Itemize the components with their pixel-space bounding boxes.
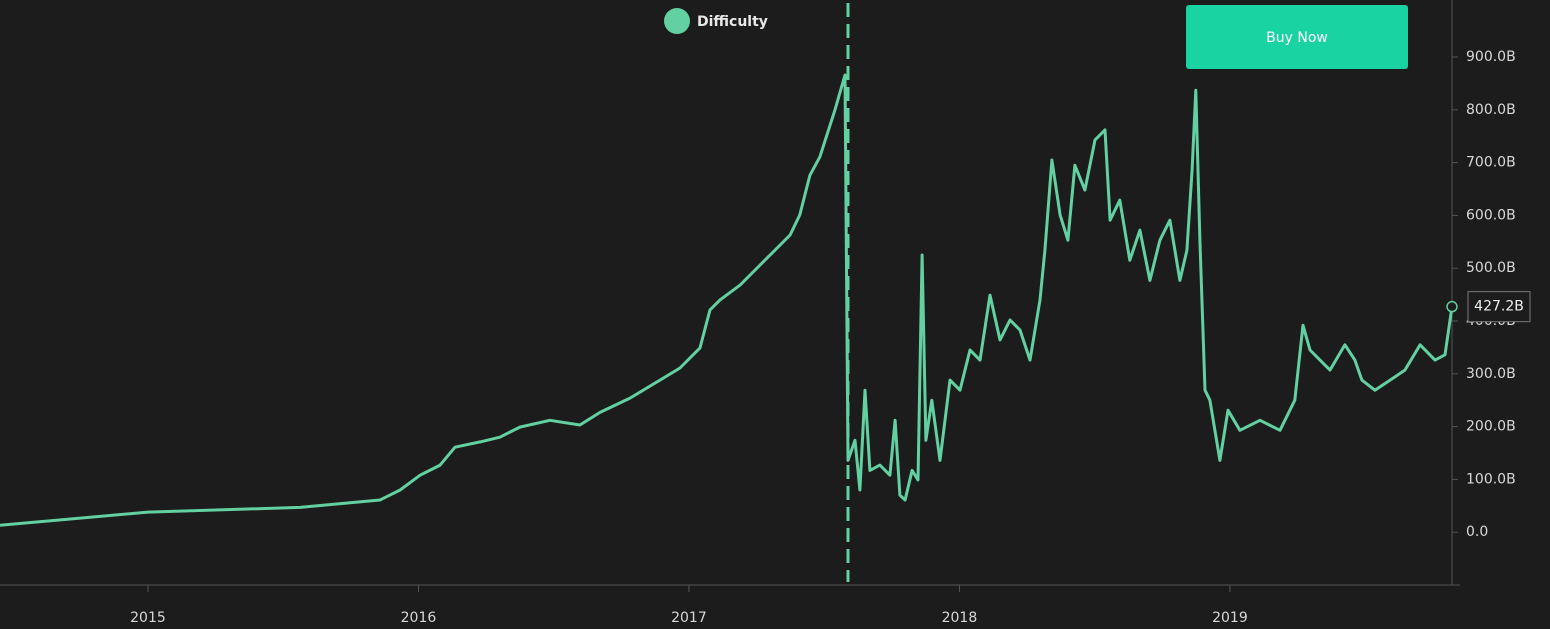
series-line <box>0 73 1454 527</box>
x-tick-label: 2016 <box>401 610 437 626</box>
y-tick-label: 700.0B <box>1466 155 1516 171</box>
last-value-label: 427.2B <box>1474 299 1524 315</box>
x-tick-label: 2015 <box>130 610 166 626</box>
y-tick-label: 500.0B <box>1466 260 1516 276</box>
buy-button[interactable] <box>1186 5 1408 69</box>
x-tick-label: 2018 <box>942 610 978 626</box>
x-tick-label: 2019 <box>1212 610 1248 626</box>
y-tick-label: 200.0B <box>1466 419 1516 435</box>
y-tick-label: 100.0B <box>1466 471 1516 487</box>
last-value-box <box>1467 291 1531 323</box>
x-tick-label: 2017 <box>671 610 707 626</box>
y-tick-label: 0.0 <box>1466 524 1488 540</box>
last-point <box>1446 300 1458 313</box>
coin-icon <box>664 8 690 34</box>
chart-title: Difficulty <box>697 14 768 30</box>
y-tick-label: 800.0B <box>1466 102 1516 118</box>
y-tick-label: 600.0B <box>1466 207 1516 223</box>
y-tick-label: 900.0B <box>1466 49 1516 65</box>
y-tick-label: 300.0B <box>1466 366 1516 382</box>
buy-button-label[interactable]: Buy Now <box>1266 30 1328 46</box>
